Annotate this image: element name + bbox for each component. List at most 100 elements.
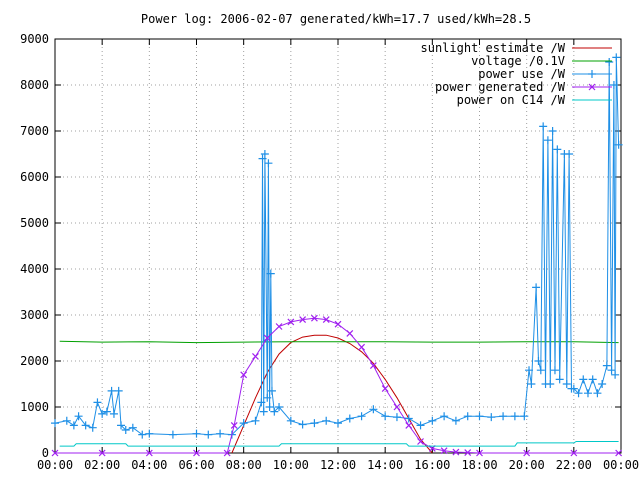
series-line <box>59 340 619 344</box>
series-line <box>231 334 433 454</box>
data-point <box>258 154 267 163</box>
y-tick-label: 0 <box>42 446 49 460</box>
plot-frame <box>54 38 622 454</box>
axes-layer: 0 1000 2000 3000 4000 5000 6000 7000 8000 9000 00:… <box>20 32 639 472</box>
data-point <box>463 412 472 421</box>
x-tick-label: 16:00 <box>414 458 450 472</box>
data-point <box>615 449 623 457</box>
data-point <box>264 159 273 168</box>
data-point <box>369 362 377 370</box>
y-tick-label: 4000 <box>20 262 49 276</box>
data-point <box>263 334 271 342</box>
series-line <box>54 57 620 436</box>
data-point <box>275 403 284 411</box>
legend-label: power on C14 /W <box>457 93 566 107</box>
data-point <box>239 419 248 428</box>
data-point <box>93 398 102 407</box>
data-point <box>487 413 496 422</box>
data-point <box>612 53 621 62</box>
series-2 <box>51 53 623 439</box>
data-point <box>381 412 390 421</box>
data-point <box>464 449 472 456</box>
y-tick-label: 7000 <box>20 124 49 138</box>
data-point <box>392 413 401 422</box>
x-tick-label: 10:00 <box>273 458 309 472</box>
data-point <box>550 366 559 375</box>
data-point <box>555 375 564 384</box>
data-point <box>534 357 543 365</box>
data-point <box>114 386 123 395</box>
data-point <box>270 407 279 416</box>
data-point <box>102 407 111 416</box>
data-point <box>88 423 97 432</box>
data-point <box>223 449 231 457</box>
x-tick-label: 00:00 <box>37 458 73 472</box>
data-point <box>51 449 59 457</box>
y-tick-label: 9000 <box>20 32 49 46</box>
legend-label: sunlight estimate /W <box>421 41 566 55</box>
data-point <box>525 366 534 375</box>
data-point <box>168 430 177 439</box>
x-tick-label: 00:00 <box>603 458 639 472</box>
data-point <box>98 409 107 418</box>
data-point <box>121 426 130 434</box>
series-1 <box>59 340 619 344</box>
data-point <box>263 393 272 402</box>
data-point <box>536 366 545 375</box>
data-point <box>565 150 574 158</box>
legend-marker <box>588 83 596 91</box>
data-point <box>240 371 248 379</box>
series-layer <box>51 53 623 457</box>
data-point <box>266 269 275 278</box>
data-point <box>145 449 153 457</box>
data-point <box>369 405 378 414</box>
data-point <box>602 361 611 370</box>
x-tick-label: 14:00 <box>367 458 403 472</box>
data-point <box>322 316 330 324</box>
data-point <box>546 380 555 388</box>
x-tick-label: 22:00 <box>556 458 592 472</box>
data-point <box>109 409 118 418</box>
data-point <box>520 412 529 421</box>
series-line <box>55 317 619 454</box>
data-point <box>588 375 597 384</box>
series-4 <box>59 441 619 447</box>
data-point <box>62 416 71 425</box>
data-point <box>298 420 307 429</box>
series-3 <box>51 314 623 457</box>
data-point <box>251 416 260 425</box>
data-point <box>405 421 413 429</box>
data-point <box>74 412 83 421</box>
data-point <box>417 438 424 445</box>
data-point <box>81 421 90 430</box>
x-tick-label: 20:00 <box>509 458 545 472</box>
data-point <box>322 416 331 425</box>
data-point <box>299 316 307 324</box>
data-point <box>216 429 225 438</box>
data-point <box>404 414 413 423</box>
grid-layer <box>55 39 621 453</box>
data-point <box>527 380 536 388</box>
data-point <box>51 419 59 428</box>
data-point <box>259 407 268 416</box>
data-point <box>265 403 274 411</box>
data-point <box>138 430 147 439</box>
chart-title: Power log: 2006-02-07 generated/kWh=17.7… <box>141 12 531 26</box>
y-tick-label: 3000 <box>20 308 49 322</box>
data-point <box>345 414 354 423</box>
data-point <box>310 314 318 322</box>
data-point <box>570 449 578 457</box>
data-point <box>607 366 616 375</box>
y-tick-label: 8000 <box>20 78 49 92</box>
data-point <box>476 449 483 457</box>
data-point <box>287 318 295 326</box>
data-point <box>548 127 557 135</box>
data-point <box>452 448 460 456</box>
data-point <box>475 412 484 421</box>
data-point <box>543 136 552 145</box>
y-tick-label: 2000 <box>20 354 49 368</box>
data-point <box>286 416 295 425</box>
data-point <box>428 416 437 425</box>
